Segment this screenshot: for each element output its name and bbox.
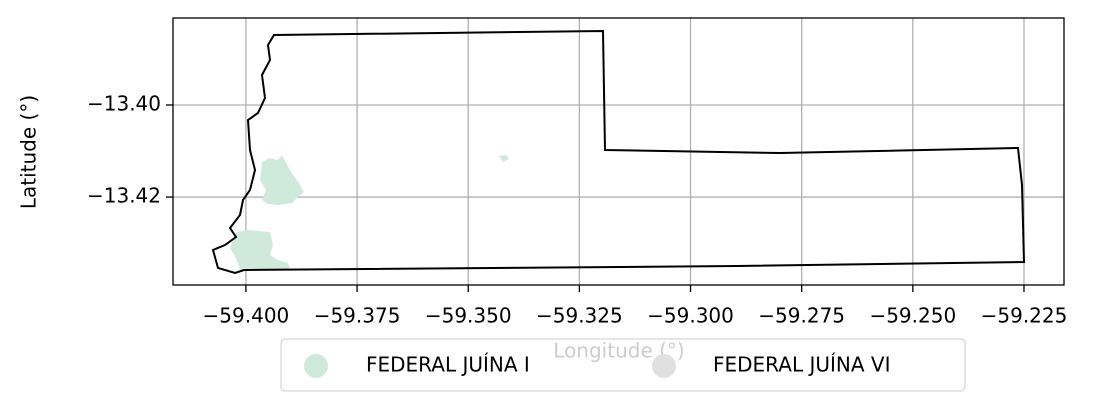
x-tick-label: −59.400 (203, 304, 290, 328)
legend-label: FEDERAL JUÍNA I (366, 353, 530, 377)
legend-box (280, 338, 966, 392)
map-shapes (211, 29, 1026, 275)
x-tick-label: −59.225 (981, 304, 1068, 328)
boundary (211, 29, 1026, 275)
legend-label: FEDERAL JUÍNA VI (713, 353, 890, 377)
x-tick-label: −59.325 (536, 304, 623, 328)
area-patch (230, 230, 290, 270)
area-patch (499, 155, 509, 162)
x-tick-label: −59.375 (314, 304, 401, 328)
x-tick-label: −59.275 (758, 304, 845, 328)
legend-marker (304, 354, 328, 378)
x-tick-label: −59.300 (647, 304, 734, 328)
area-patch (260, 155, 304, 205)
x-tick-label: −59.350 (425, 304, 512, 328)
x-tick-label: −59.250 (869, 304, 956, 328)
axes-frame (172, 17, 1065, 286)
y-tick-label: −13.42 (87, 184, 161, 208)
y-axis-label: Latitude (°) (17, 95, 41, 209)
legend: FEDERAL JUÍNA I FEDERAL JUÍNA VI (280, 338, 966, 392)
grid (173, 18, 1064, 285)
ticks: −59.400 −59.375 −59.350 −59.325 −59.300 −59.2… (87, 92, 1067, 328)
legend-marker (652, 354, 676, 378)
y-tick-label: −13.40 (87, 92, 161, 116)
